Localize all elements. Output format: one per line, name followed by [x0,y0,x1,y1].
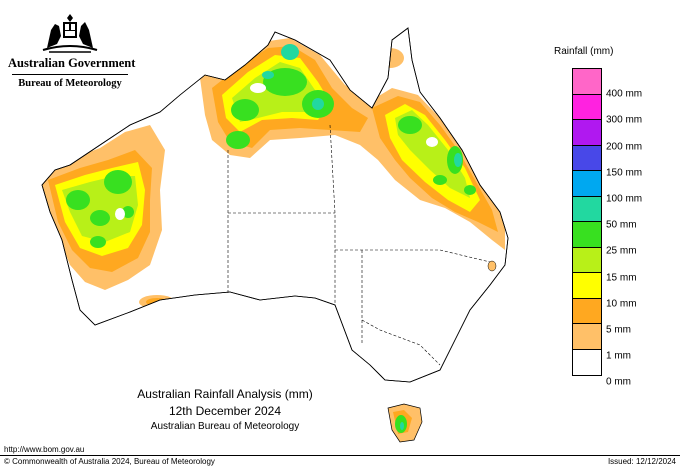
coat-of-arms-icon [42,14,98,53]
legend-label: 300 mm [606,114,643,126]
legend-title: Rainfall (mm) [554,46,614,57]
legend-swatch [573,120,601,146]
legend-swatch [573,196,601,222]
legend-label: 50 mm [606,219,637,231]
legend-label: 25 mm [606,245,637,257]
legend-swatch [573,324,601,350]
legend-label: 400 mm [606,88,643,100]
header-divider [12,74,128,75]
government-title: Australian Government [8,56,136,70]
legend-label: 200 mm [606,141,643,153]
caption-source: Australian Bureau of Meteorology [150,421,300,432]
legend-swatch [573,94,601,120]
tasmania [387,403,423,443]
legend-label: 10 mm [606,298,637,310]
legend-swatch [573,69,601,95]
legend-label: 5 mm [606,324,631,336]
map-caption: Australian Rainfall Analysis (mm) 12th D… [120,387,330,432]
legend-swatch [573,349,601,375]
legend-swatch [573,298,601,324]
legend-label: 15 mm [606,272,637,284]
legend-swatch [573,145,601,171]
state-borders [227,124,491,366]
rainfall-shading [42,38,505,309]
government-logo-block: Australian Government Bureau of Meteorol… [8,10,136,89]
footer-url: http://www.bom.gov.au [4,445,85,454]
legend-swatch [573,171,601,197]
legend-swatch [573,222,601,248]
legend-label: 1 mm [606,350,631,362]
legend-colorbar [572,68,602,376]
caption-title: Australian Rainfall Analysis (mm) [137,387,313,401]
caption-date: 12th December 2024 [168,404,282,418]
legend-swatch [573,273,601,299]
bureau-title: Bureau of Meteorology [18,78,122,89]
footer-issued-date: Issued: 12/12/2024 [607,457,676,466]
footer-divider [0,455,680,456]
footer-copyright: © Commonwealth of Australia 2024, Bureau… [4,457,215,466]
legend-label: 100 mm [606,193,643,205]
legend-label: 150 mm [606,167,643,179]
legend-swatch [573,247,601,273]
legend-label: 0 mm [606,376,631,388]
